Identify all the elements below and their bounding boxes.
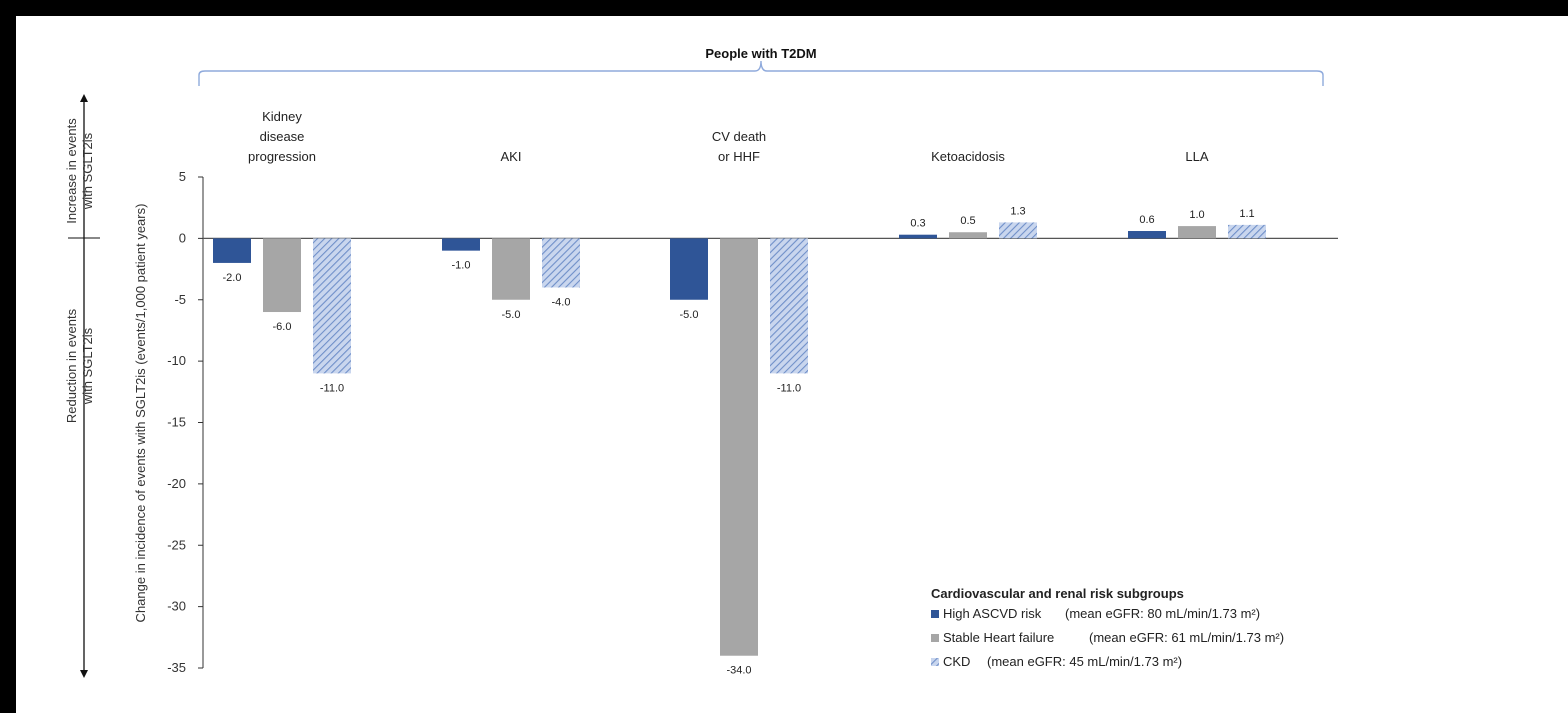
legend-entry-name: High ASCVD risk	[943, 606, 1042, 621]
category-label: Ketoacidosis	[931, 149, 1005, 164]
group-bracket	[198, 60, 1324, 86]
y-axis-title-group: Change in incidence of events with SGLT2…	[133, 204, 148, 623]
bar-0-4	[1128, 231, 1166, 239]
legend-entry-name: Stable Heart failure	[943, 630, 1054, 645]
bar-2-4	[1228, 224, 1266, 239]
bar-2-0	[313, 238, 351, 374]
bar-1-3	[949, 232, 987, 239]
data-label: -5.0	[502, 309, 521, 321]
legend-entry-name: CKD	[943, 654, 970, 669]
bar-1-0	[263, 238, 301, 313]
category-label: disease	[260, 129, 305, 144]
legend-entry-detail: (mean eGFR: 61 mL/min/1.73 m²)	[1089, 630, 1284, 645]
y-tick-label: -5	[174, 292, 186, 307]
data-label: 1.1	[1239, 208, 1254, 220]
category-label: or HHF	[718, 149, 760, 164]
legend-title: Cardiovascular and renal risk subgroups	[931, 586, 1184, 601]
y-tick-label: -25	[167, 537, 186, 552]
chart-title: People with T2DM	[705, 46, 816, 61]
legend-swatch-0	[931, 610, 939, 618]
y-tick-label: -20	[167, 476, 186, 491]
bar-1-1	[492, 238, 530, 300]
data-label: 1.3	[1010, 205, 1025, 217]
y-axis-title: Change in incidence of events with SGLT2…	[133, 204, 148, 623]
category-label: LLA	[1185, 149, 1208, 164]
legend-swatch-1	[931, 634, 939, 642]
bar-2-1	[542, 238, 580, 288]
data-label: 0.3	[910, 218, 925, 230]
y-tick-label: -10	[167, 353, 186, 368]
category-label: CV death	[712, 129, 766, 144]
bar-2-2	[770, 238, 808, 374]
increase-label-line1: Increase in events	[64, 118, 79, 224]
reduction-label-line2: with SGLT2is	[80, 327, 95, 405]
y-tick-label: -15	[167, 415, 186, 430]
bar-0-2	[670, 238, 708, 300]
bar-0-1	[442, 238, 480, 251]
data-label: -11.0	[777, 382, 801, 394]
legend-entry-detail: (mean eGFR: 80 mL/min/1.73 m²)	[1065, 606, 1260, 621]
arrow-up-head	[80, 94, 88, 102]
category-label: Kidney	[262, 109, 302, 124]
data-label: -4.0	[552, 296, 571, 308]
figure-frame: 5 0 -5 -10 -15 -20 -25 -30 -35 -2.0 -1.0 -5.0 0.3 0.6…	[16, 16, 1568, 713]
bar-0-3	[899, 234, 937, 239]
reduction-label-group: Reduction in events with SGLT2is	[64, 308, 95, 423]
data-label: 1.0	[1189, 209, 1204, 221]
bar-0-0	[213, 238, 251, 263]
category-label: AKI	[501, 149, 522, 164]
y-tick-label: 5	[179, 169, 186, 184]
data-label: -6.0	[273, 321, 292, 333]
bar-1-4	[1178, 226, 1216, 239]
arrow-down-head	[80, 670, 88, 678]
data-label: -1.0	[452, 260, 471, 272]
reduction-label-line1: Reduction in events	[64, 308, 79, 423]
category-label: progression	[248, 149, 316, 164]
data-label: -2.0	[223, 272, 242, 284]
bar-1-2	[720, 238, 758, 656]
bar-chart: 5 0 -5 -10 -15 -20 -25 -30 -35 -2.0 -1.0 -5.0 0.3 0.6…	[64, 46, 1338, 678]
y-tick-label: -30	[167, 599, 186, 614]
y-tick-label: -35	[167, 660, 186, 675]
data-label: -11.0	[320, 382, 344, 394]
data-label: -5.0	[680, 309, 699, 321]
data-label: -34.0	[726, 665, 751, 677]
legend-swatch-2	[931, 658, 939, 666]
increase-label-line2: with SGLT2is	[80, 132, 95, 210]
increase-label-group: Increase in events with SGLT2is	[64, 118, 95, 224]
legend-entry-detail: (mean eGFR: 45 mL/min/1.73 m²)	[987, 654, 1182, 669]
y-tick-label: 0	[179, 230, 186, 245]
data-label: 0.5	[960, 215, 975, 227]
bar-2-3	[999, 222, 1037, 239]
data-label: 0.6	[1139, 214, 1154, 226]
